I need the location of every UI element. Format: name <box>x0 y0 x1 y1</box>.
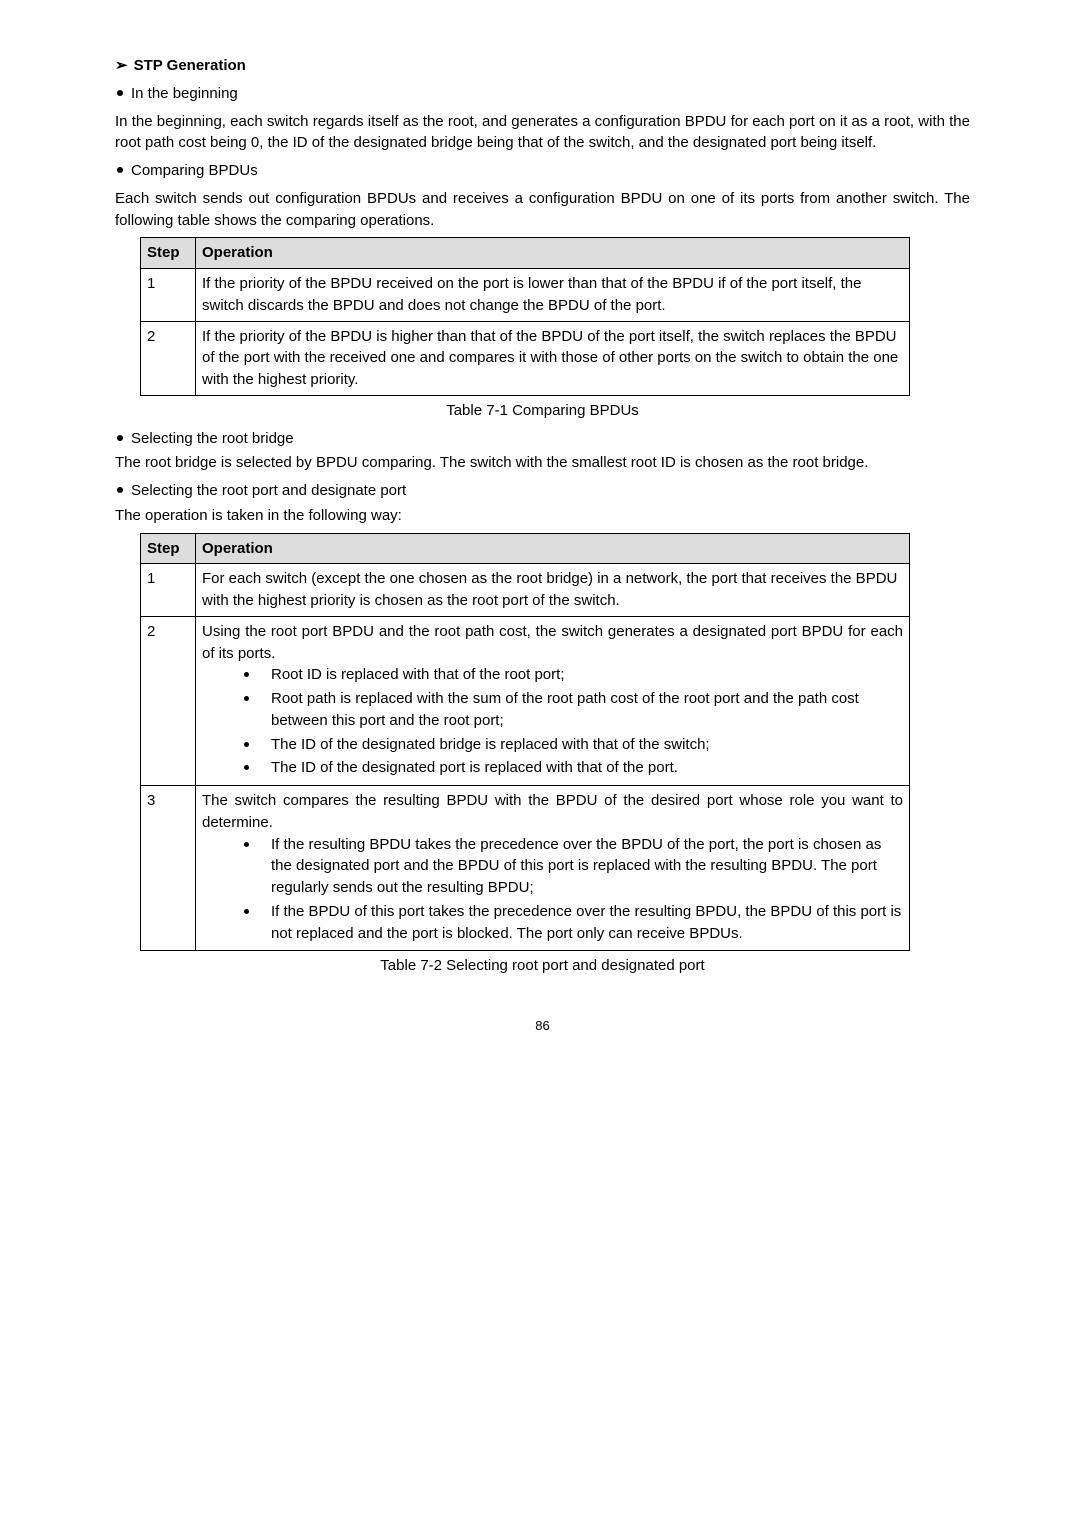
page-number: 86 <box>115 1017 970 1036</box>
chevron-right-icon: ➢ <box>115 55 128 77</box>
bullet-icon <box>244 696 249 701</box>
row2-lead: Using the root port BPDU and the root pa… <box>202 621 903 665</box>
bullet-icon <box>117 487 123 493</box>
bullet-icon <box>244 672 249 677</box>
list-text: If the BPDU of this port takes the prece… <box>271 901 903 945</box>
bullet-text: Comparing BPDUs <box>131 162 258 179</box>
table-header-row: Step Operation <box>141 533 910 564</box>
table-header-row: Step Operation <box>141 238 910 269</box>
table-comparing-bpdus: Step Operation 1 If the priority of the … <box>140 237 910 396</box>
bullet-comparing-bpdus: Comparing BPDUs <box>115 160 970 182</box>
table-row: 3 The switch compares the resulting BPDU… <box>141 786 910 951</box>
row3-lead: The switch compares the resulting BPDU w… <box>202 790 903 834</box>
table-row: 1 For each switch (except the one chosen… <box>141 564 910 617</box>
table1-caption: Table 7-1 Comparing BPDUs <box>115 400 970 422</box>
col-step: Step <box>141 238 196 269</box>
cell-step: 1 <box>141 269 196 322</box>
table-row: 2 Using the root port BPDU and the root … <box>141 616 910 785</box>
list-text: The ID of the designated port is replace… <box>271 757 903 779</box>
cell-operation: The switch compares the resulting BPDU w… <box>196 786 910 951</box>
paragraph-comparing: Each switch sends out configuration BPDU… <box>115 188 970 232</box>
bullet-text: Selecting the root bridge <box>131 430 294 447</box>
paragraph-root-bridge: The root bridge is selected by BPDU comp… <box>115 452 970 474</box>
paragraph-operation-way: The operation is taken in the following … <box>115 505 970 527</box>
cell-operation: If the priority of the BPDU received on … <box>196 269 910 322</box>
list-text: Root path is replaced with the sum of th… <box>271 688 903 732</box>
list-item: The ID of the designated bridge is repla… <box>244 734 903 756</box>
bullet-text: Selecting the root port and designate po… <box>131 482 406 499</box>
list-text: If the resulting BPDU takes the preceden… <box>271 834 903 899</box>
bullet-selecting-root-port: Selecting the root port and designate po… <box>115 480 970 502</box>
cell-operation: Using the root port BPDU and the root pa… <box>196 616 910 785</box>
cell-step: 2 <box>141 616 196 785</box>
heading-text: STP Generation <box>134 57 246 74</box>
cell-operation: If the priority of the BPDU is higher th… <box>196 321 910 395</box>
heading-stp-generation: ➢ STP Generation <box>115 55 970 77</box>
cell-operation: For each switch (except the one chosen a… <box>196 564 910 617</box>
row2-sublist: Root ID is replaced with that of the roo… <box>202 664 903 779</box>
bullet-text: In the beginning <box>131 85 238 102</box>
bullet-icon <box>244 842 249 847</box>
col-operation: Operation <box>196 238 910 269</box>
col-step: Step <box>141 533 196 564</box>
table-row: 2 If the priority of the BPDU is higher … <box>141 321 910 395</box>
table-row: 1 If the priority of the BPDU received o… <box>141 269 910 322</box>
bullet-icon <box>117 435 123 441</box>
cell-step: 2 <box>141 321 196 395</box>
table-selecting-root-port: Step Operation 1 For each switch (except… <box>140 533 910 952</box>
list-item: If the resulting BPDU takes the preceden… <box>244 834 903 899</box>
list-item: The ID of the designated port is replace… <box>244 757 903 779</box>
list-item: Root path is replaced with the sum of th… <box>244 688 903 732</box>
col-operation: Operation <box>196 533 910 564</box>
list-item: If the BPDU of this port takes the prece… <box>244 901 903 945</box>
bullet-icon <box>244 909 249 914</box>
bullet-icon <box>244 742 249 747</box>
bullet-icon <box>244 765 249 770</box>
list-text: The ID of the designated bridge is repla… <box>271 734 903 756</box>
bullet-in-the-beginning: In the beginning <box>115 83 970 105</box>
list-item: Root ID is replaced with that of the roo… <box>244 664 903 686</box>
list-text: Root ID is replaced with that of the roo… <box>271 664 903 686</box>
cell-step: 3 <box>141 786 196 951</box>
bullet-selecting-root-bridge: Selecting the root bridge <box>115 428 970 450</box>
bullet-icon <box>117 167 123 173</box>
row3-sublist: If the resulting BPDU takes the preceden… <box>202 834 903 945</box>
cell-step: 1 <box>141 564 196 617</box>
table2-caption: Table 7-2 Selecting root port and design… <box>115 955 970 977</box>
paragraph-beginning: In the beginning, each switch regards it… <box>115 111 970 155</box>
bullet-icon <box>117 90 123 96</box>
